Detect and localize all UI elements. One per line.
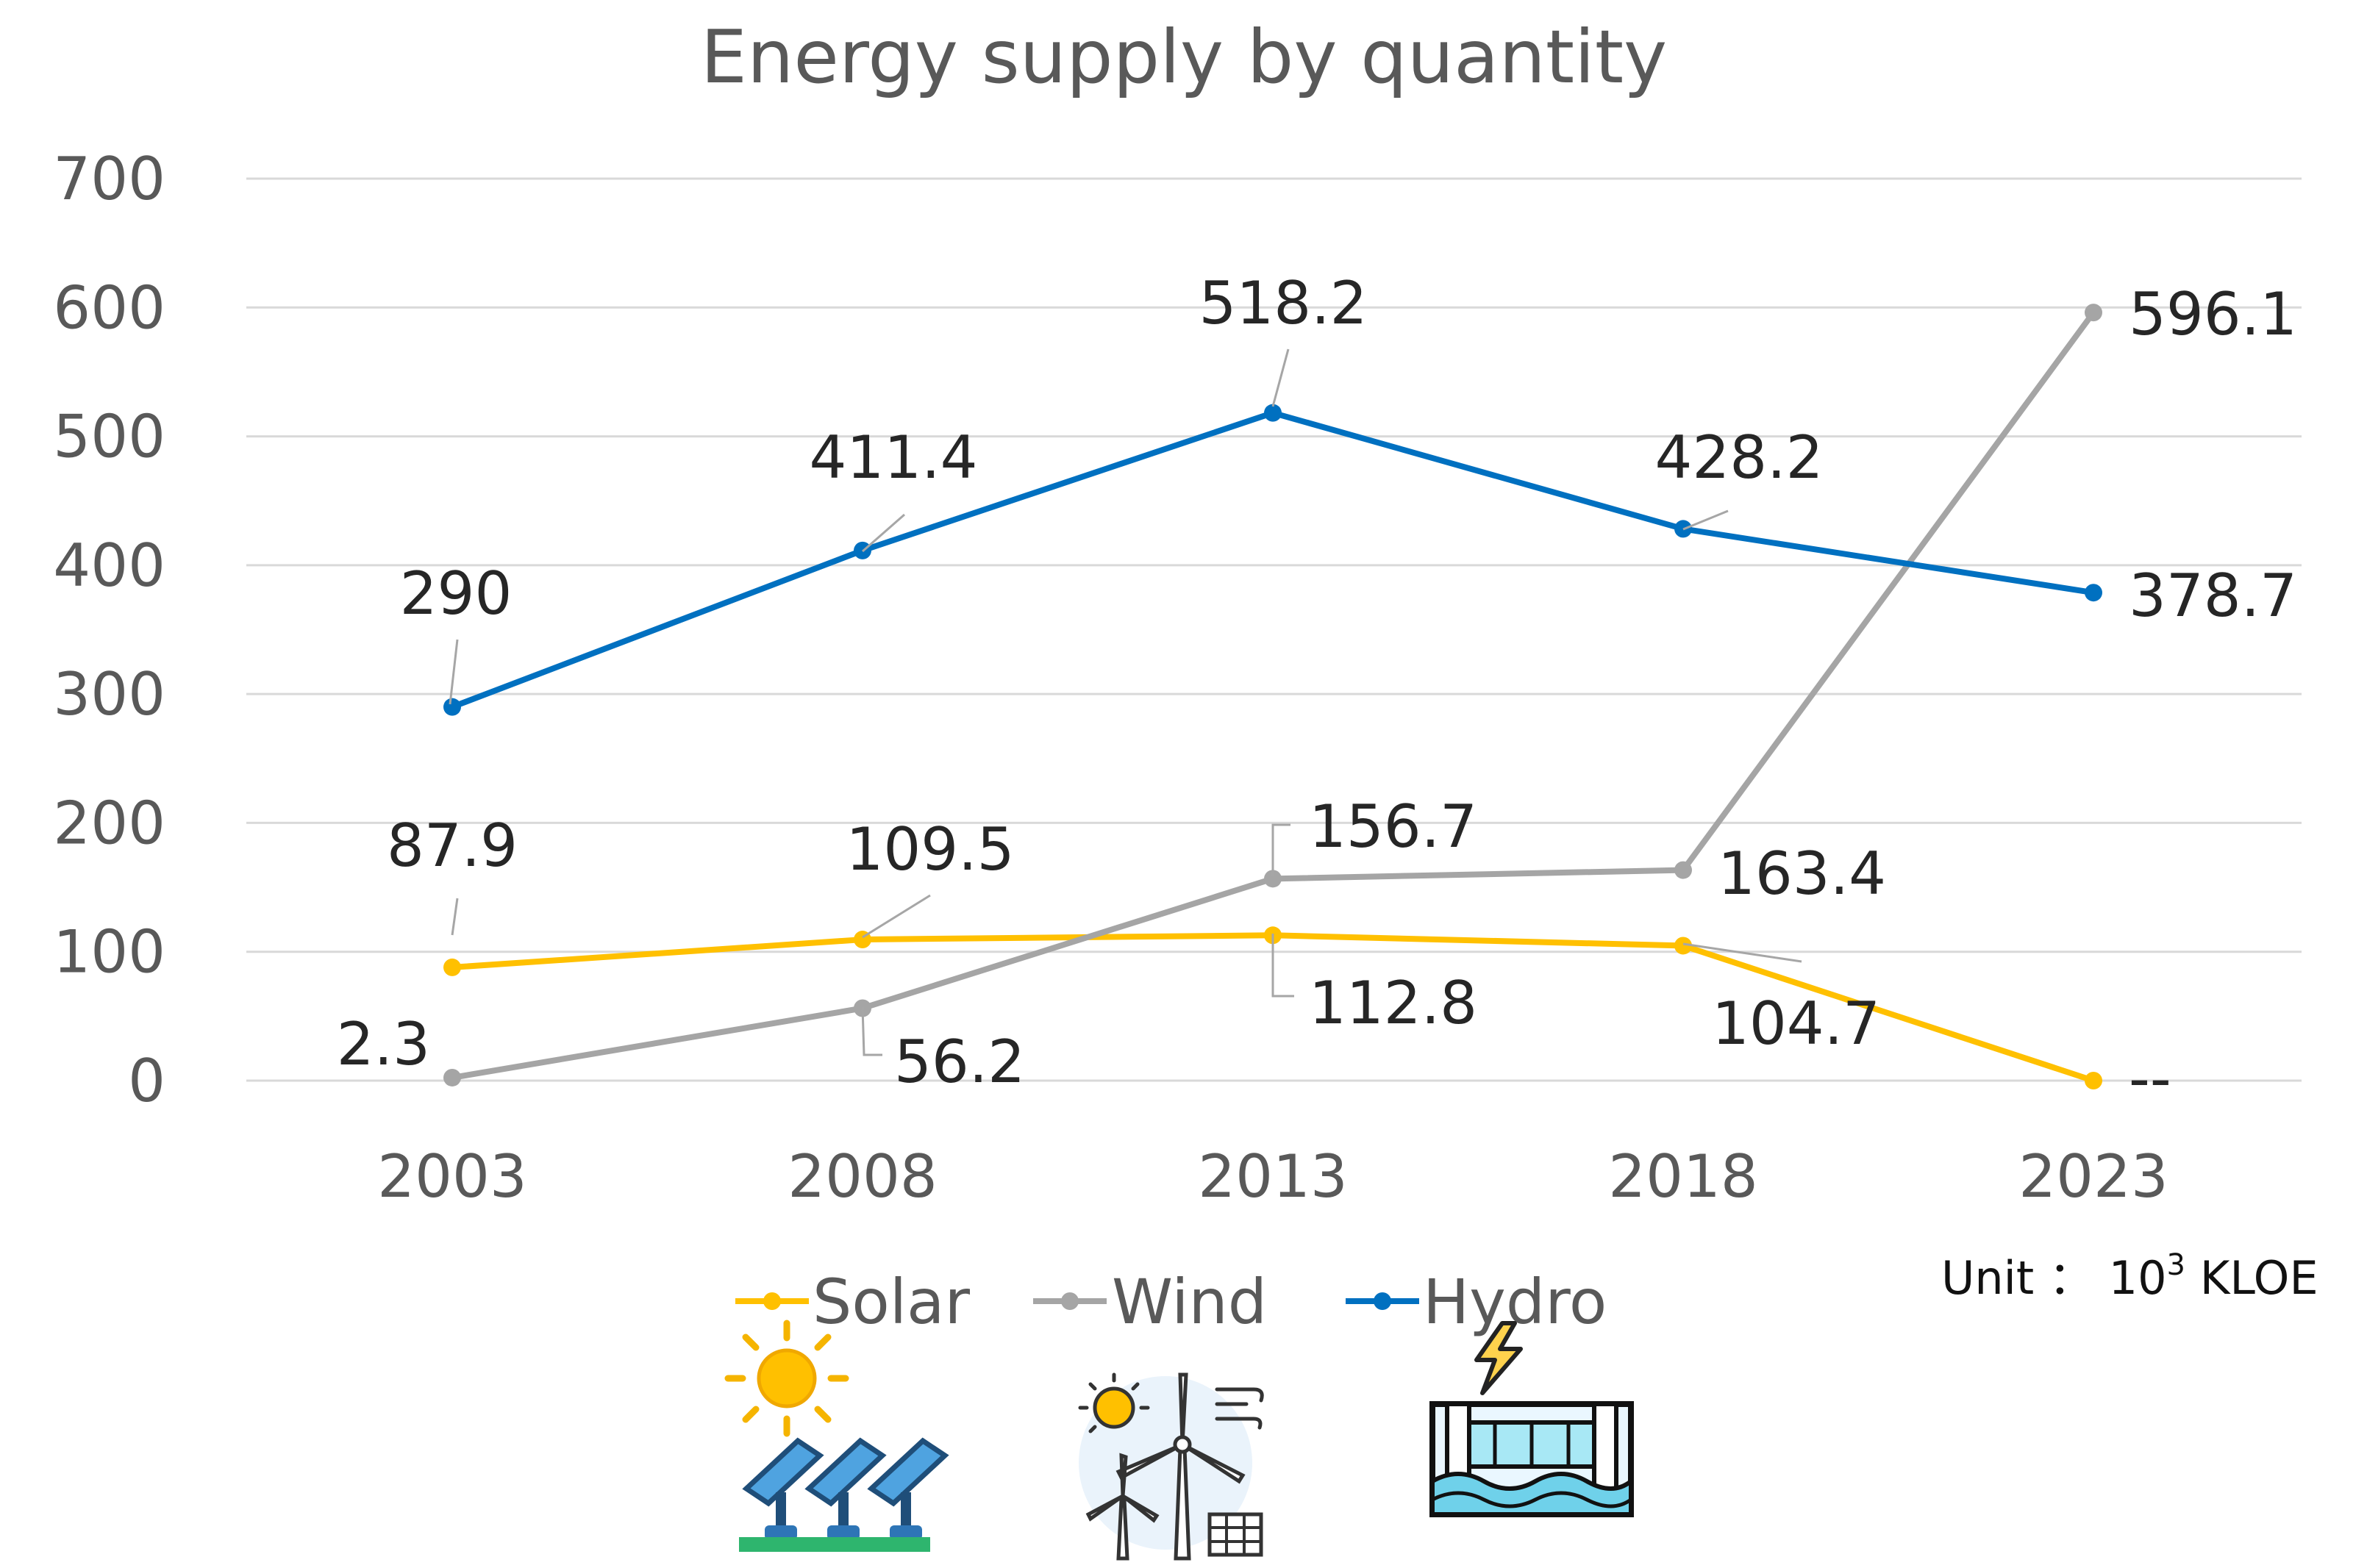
solar-point (1674, 937, 1692, 955)
legend-item-hydro: Hydro (1346, 1266, 1607, 1338)
wind-point (1264, 870, 1282, 888)
solar-data-label: 112.8 (1309, 969, 1477, 1037)
gridlines (246, 177, 2302, 1082)
hydro-leader-line (449, 639, 459, 705)
hydro-data-label: 378.7 (2129, 562, 2297, 630)
hydro-point (1264, 404, 1282, 422)
wind-data-label: 163.4 (1718, 840, 1886, 908)
unit-prefix: Unit ： 10 (1941, 1251, 2167, 1305)
solar-data-label: -- (2129, 1045, 2171, 1113)
hydro-leader-line (862, 513, 905, 553)
hydro-point (2085, 584, 2102, 602)
solar-point (443, 958, 461, 976)
hydro-data-label: 428.2 (1654, 423, 1823, 492)
wind-leader-line (861, 1006, 882, 1056)
hydro-data-label: 518.2 (1199, 269, 1367, 337)
y-tick-label: 200 (53, 789, 165, 857)
wind-data-label: 156.7 (1309, 792, 1477, 861)
hydro-dam-icon (1429, 1321, 1634, 1517)
hydro-point (443, 698, 461, 716)
wind-data-label: 596.1 (2129, 280, 2297, 348)
y-tick-label: 400 (53, 531, 165, 600)
data-labels: 87.9 109.5 112.8 104.7 -- 2.3 56.2 156.7 163.4 59… (337, 269, 2297, 1113)
legend-item-wind: Wind (1033, 1266, 1267, 1338)
solar-point (2085, 1072, 2102, 1089)
wind-turbine-icon (1078, 1372, 1264, 1561)
y-tick-label: 600 (53, 273, 165, 342)
y-tick-label: 700 (53, 145, 165, 213)
hydro-data-label: 411.4 (809, 423, 977, 492)
solar-data-label: 104.7 (1712, 989, 1880, 1058)
y-tick-label: 300 (53, 660, 165, 728)
wind-point (443, 1068, 461, 1086)
solar-leader-line (1682, 942, 1802, 963)
wind-data-label: 2.3 (337, 1010, 430, 1078)
x-tick-label: 2023 (2018, 1142, 2168, 1211)
hydro-leader-line (1682, 509, 1729, 531)
x-tick-label: 2008 (788, 1142, 938, 1211)
legend: Solar Wind Hydro (735, 1266, 1607, 1338)
hydro-data-label: 290 (400, 559, 513, 628)
axes: 0 100 200 300 400 500 600 700 2003 2008 2013 2018 20… (53, 145, 2168, 1211)
solar-data-label: 87.9 (387, 812, 518, 880)
y-tick-label: 500 (53, 403, 165, 471)
legend-label: Solar (813, 1266, 971, 1338)
legend-swatch-marker (1061, 1292, 1079, 1310)
wind-data-label: 56.2 (894, 1028, 1025, 1096)
legend-item-solar: Solar (735, 1266, 971, 1338)
unit-exponent: 3 (2167, 1248, 2185, 1282)
legend-swatch-marker (1374, 1292, 1391, 1310)
solar-leader-line (862, 894, 931, 939)
solar-panel-icon (724, 1320, 949, 1552)
legend-label: Wind (1112, 1266, 1267, 1338)
y-tick-label: 100 (53, 918, 165, 987)
solar-leader-line (1271, 934, 1294, 998)
solar-leader-line (451, 898, 459, 936)
x-tick-label: 2018 (1608, 1142, 1758, 1211)
y-tick-label: 0 (128, 1047, 165, 1115)
legend-swatch-marker (763, 1292, 781, 1310)
wind-point (2085, 304, 2102, 322)
x-tick-label: 2003 (377, 1142, 527, 1211)
unit-suffix: KLOE (2185, 1251, 2318, 1305)
hydro-series-line (449, 409, 2096, 710)
hydro-leader-line (1271, 348, 1290, 407)
unit-label: Unit ： 103 KLOE (1941, 1248, 2318, 1305)
x-tick-label: 2013 (1198, 1142, 1348, 1211)
solar-data-label: 109.5 (846, 815, 1014, 884)
chart-title: Energy supply by quantity (701, 14, 1667, 100)
wind-point (1674, 861, 1692, 879)
wind-leader-line (1271, 823, 1290, 876)
